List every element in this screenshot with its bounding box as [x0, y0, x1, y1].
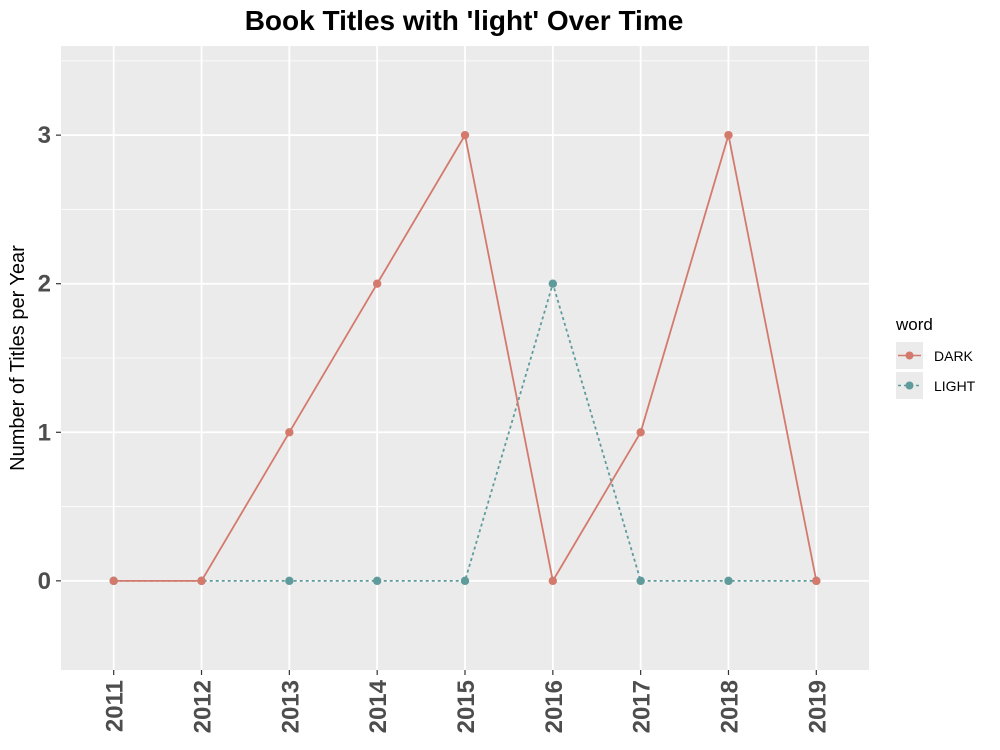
- data-point-light: [636, 576, 645, 586]
- series-points: [109, 130, 821, 586]
- legend-key-point: [905, 381, 914, 390]
- data-point-light: [285, 576, 294, 586]
- chart-title: Book Titles with 'light' Over Time: [245, 5, 684, 36]
- x-tick-label: 2015: [453, 680, 480, 733]
- data-point-dark: [109, 576, 118, 586]
- data-point-dark: [548, 576, 558, 586]
- data-point-dark: [724, 130, 733, 140]
- y-axis-label: Number of Titles per Year: [7, 245, 29, 471]
- data-point-dark: [197, 576, 206, 586]
- data-point-dark: [372, 279, 382, 288]
- data-point-dark: [812, 576, 821, 586]
- x-tick-label: 2017: [629, 680, 656, 733]
- legend-key-point: [905, 351, 914, 360]
- x-axis-ticks: 2011 2012 2013 2014 2015 2016 2017 2018 2019: [102, 670, 831, 733]
- data-point-light: [372, 576, 382, 586]
- x-tick-label: 2011: [102, 680, 129, 732]
- y-tick-label: 2: [38, 271, 51, 298]
- data-point-light: [460, 576, 470, 586]
- legend-title: word: [895, 315, 933, 334]
- y-tick-label: 1: [38, 419, 51, 446]
- x-tick-label: 2013: [277, 680, 304, 733]
- grid-lines: [61, 46, 869, 670]
- legend-label-light: LIGHT: [934, 378, 976, 394]
- y-tick-label: 0: [38, 568, 51, 595]
- data-point-light: [548, 279, 558, 288]
- data-point-light: [724, 576, 733, 586]
- x-tick-label: 2018: [716, 680, 743, 733]
- y-tick-label: 3: [38, 122, 51, 149]
- x-tick-label: 2016: [541, 680, 568, 733]
- legend: word DARK LIGHT: [895, 315, 976, 399]
- data-point-dark: [285, 428, 294, 437]
- data-point-dark: [636, 428, 645, 437]
- x-tick-label: 2012: [190, 680, 217, 733]
- y-axis-ticks: 0 1 2 3: [38, 122, 61, 595]
- legend-label-dark: DARK: [934, 348, 974, 364]
- x-tick-label: 2019: [804, 680, 831, 733]
- x-tick-label: 2014: [365, 679, 392, 733]
- data-point-dark: [460, 130, 470, 140]
